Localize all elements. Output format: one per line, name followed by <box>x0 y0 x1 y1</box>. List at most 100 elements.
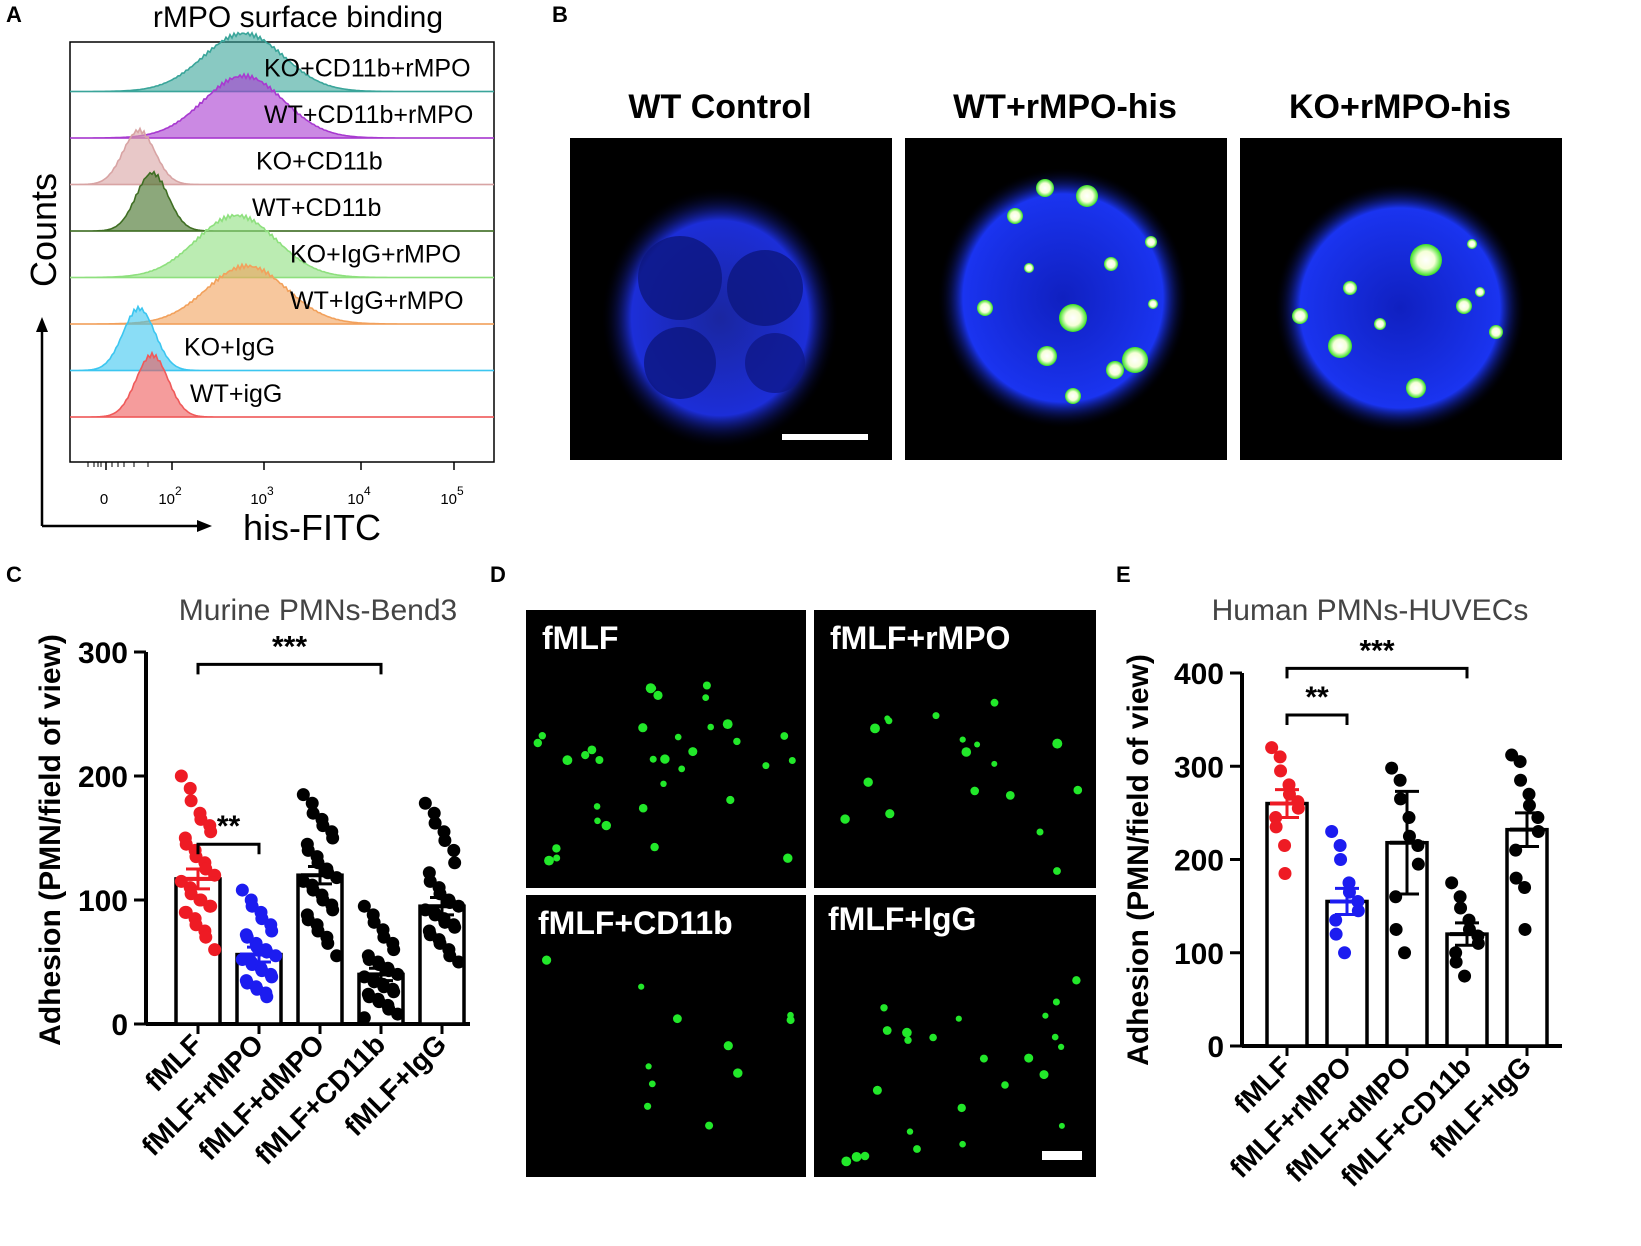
data-point <box>1513 755 1527 769</box>
data-point <box>1454 901 1468 915</box>
pmn-cell-dot <box>594 817 601 825</box>
data-point <box>235 883 249 897</box>
panel-e-ylabel: Adhesion (PMN/field of view) <box>1122 654 1155 1066</box>
data-point <box>391 1007 405 1021</box>
y-tick-label: 300 <box>1174 751 1224 784</box>
pmn-cell-dot <box>581 751 590 760</box>
pmn-cell-dot <box>644 1102 652 1110</box>
data-point <box>1333 839 1347 853</box>
micro-title-ko-rmpo: KO+rMPO-his <box>1289 88 1511 126</box>
y-tick-label: 0 <box>111 1009 128 1042</box>
histogram-x-tick-label: 0 <box>100 491 108 508</box>
data-point <box>387 943 401 957</box>
data-point <box>1411 857 1425 871</box>
data-point <box>427 806 441 820</box>
pmn-cell-dot <box>595 756 604 764</box>
data-point <box>367 915 381 929</box>
histogram-x-tick-label: 105 <box>440 484 464 508</box>
pmn-cell-dot <box>990 698 999 707</box>
micrograph-fmlf-cd11b: fMLF+CD11b <box>526 895 806 1177</box>
pmn-cell-dot <box>904 1036 912 1044</box>
pmn-cell-dot <box>733 1068 743 1078</box>
data-point <box>357 899 371 913</box>
significance-label: ** <box>217 810 241 843</box>
micro-label-fmlf: fMLF <box>542 620 619 656</box>
significance-label: *** <box>272 630 307 663</box>
histogram-label-layer: KO+CD11b+rMPO WT+CD11b+rMPO KO+CD11b WT+CD1… <box>184 55 473 409</box>
pmn-cell-dot <box>707 723 714 731</box>
pmn-cell-dot <box>783 853 793 863</box>
panel-e-letter: E <box>1116 562 1131 587</box>
data-point <box>1449 946 1463 960</box>
micrograph-fmlf: fMLF <box>526 610 806 888</box>
data-point <box>1471 936 1485 950</box>
histogram-x-ticks: 0 102 103 104 105 <box>87 462 464 508</box>
pmn-cell-dot <box>1058 1122 1065 1129</box>
pmn-cell-dot <box>638 803 648 813</box>
data-point <box>184 794 198 808</box>
pmn-cell-dot <box>959 1140 966 1148</box>
panel-a-xlabel: his-FITC <box>243 507 381 548</box>
pmn-cell-dot <box>678 765 686 773</box>
data-point <box>1518 880 1532 894</box>
pmn-cell-dot <box>562 755 573 766</box>
pmn-cell-dot <box>885 717 893 725</box>
data-point <box>265 970 279 984</box>
data-point <box>204 825 218 839</box>
pmn-cell-dot <box>1058 1043 1065 1050</box>
pmn-cell-dot <box>660 754 670 764</box>
micro-label-fmlf-igg: fMLF+IgG <box>828 901 977 937</box>
pmn-cell-dot <box>882 1026 892 1035</box>
panel-b-letter: B <box>552 2 568 27</box>
pmn-cell-dot <box>553 854 561 862</box>
pmn-cell-dot <box>702 681 711 690</box>
pmn-cell-dot <box>929 1033 937 1042</box>
pmn-cell-dot <box>645 683 656 694</box>
pmn-cell-dot <box>650 842 659 852</box>
pmn-cell-dot <box>726 795 735 805</box>
data-point <box>448 920 462 934</box>
pmn-cell-dot <box>906 1128 914 1135</box>
micrograph-fmlf-rmpo: fMLF+rMPO <box>814 610 1096 888</box>
y-tick-label: 100 <box>78 885 128 918</box>
counts-arrowhead <box>36 317 48 332</box>
data-point <box>357 1011 371 1025</box>
histogram-series-label: WT+CD11b+rMPO <box>264 101 473 129</box>
pmn-cell-dot <box>955 1015 962 1022</box>
data-point <box>174 769 188 783</box>
fmlf-cd11b-cell-dots <box>542 955 795 1130</box>
histogram-series-label: KO+IgG+rMPO <box>290 241 461 269</box>
fmlf-cell-dots <box>533 681 796 866</box>
data-point <box>1458 969 1472 983</box>
fmlf-igg-cell-dots <box>841 976 1081 1167</box>
data-point <box>448 856 462 870</box>
micrograph-fmlf-igg: fMLF+IgG <box>814 895 1096 1177</box>
pmn-cell-dot <box>705 1121 714 1130</box>
panel-d-letter: D <box>490 562 506 587</box>
data-point <box>1445 876 1459 890</box>
significance-label: ** <box>1305 681 1329 714</box>
data-point <box>1389 922 1403 936</box>
histogram-x-tick-label: 102 <box>158 484 182 508</box>
data-point <box>1393 773 1407 787</box>
pmn-cell-dot <box>880 1004 888 1012</box>
pmn-cell-dot <box>1042 1012 1049 1019</box>
data-point <box>1278 839 1292 853</box>
micrograph-wt-control <box>570 138 892 460</box>
pmn-cell-dot <box>542 955 552 965</box>
significance-label: *** <box>1359 634 1394 667</box>
pmn-cell-dot <box>851 1152 862 1162</box>
pmn-cell-dot <box>970 786 979 796</box>
pmn-cell-dot <box>593 803 601 810</box>
y-tick-label: 100 <box>1174 938 1224 971</box>
data-point <box>208 943 222 957</box>
panel-c-letter: C <box>6 562 22 587</box>
histogram-series-label: KO+CD11b <box>256 148 383 176</box>
pmn-cell-dot <box>863 777 873 787</box>
pmn-cell-dot <box>673 1014 682 1024</box>
histogram-frame <box>69 41 495 463</box>
data-point <box>1385 761 1399 775</box>
pmn-cell-dot <box>902 1027 912 1038</box>
pmn-cell-dot <box>762 762 770 770</box>
pmn-cell-dot <box>649 755 657 763</box>
